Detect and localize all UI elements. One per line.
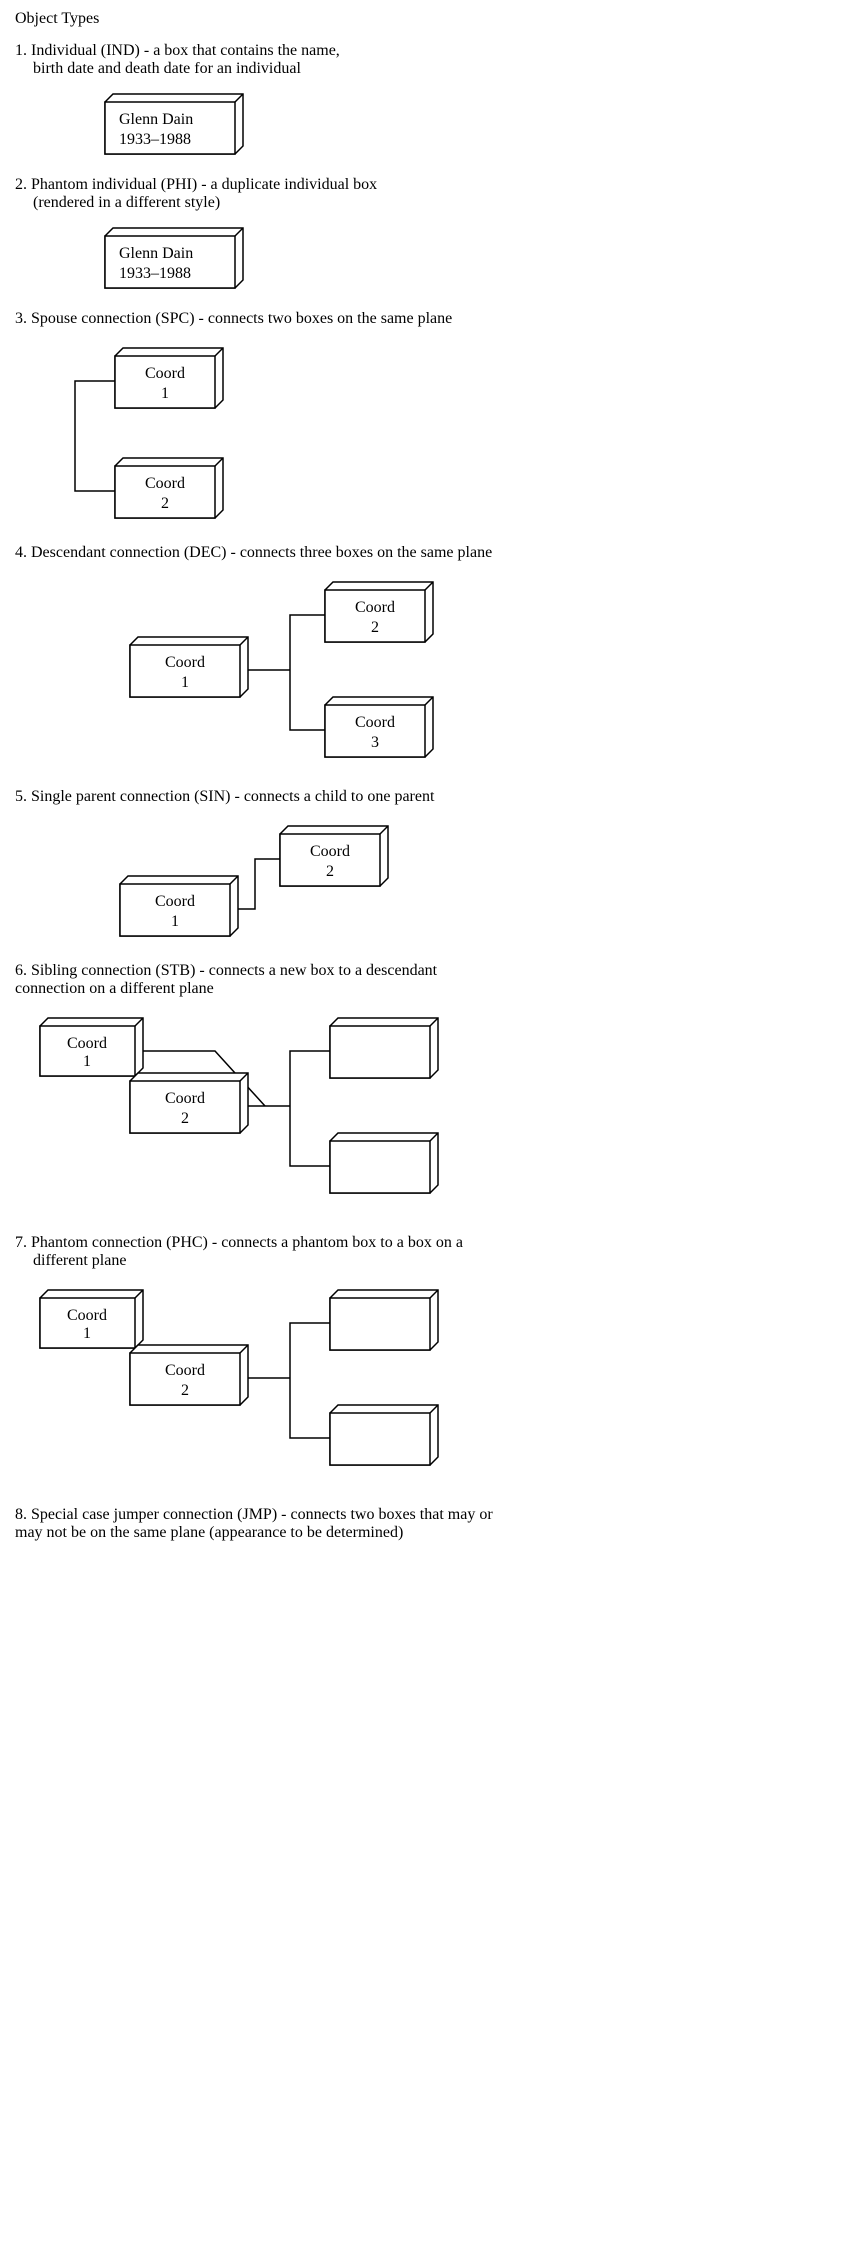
box2-l2: 2	[161, 495, 169, 512]
item-3-line1: Spouse connection (SPC) - connects two b…	[31, 310, 452, 327]
item-2: 2. Phantom individual (PHI) - a duplicat…	[15, 176, 844, 302]
item-8-line1: Special case jumper connection (JMP) - c…	[31, 1506, 493, 1523]
box1-l1: Coord	[67, 1307, 107, 1324]
item-6-num: 6.	[15, 962, 27, 979]
item-2-line2: (rendered in a different style)	[15, 194, 220, 211]
box2-l1: Coord	[145, 475, 185, 492]
box1-l2: 1	[171, 913, 179, 930]
item-5-line1: Single parent connection (SIN) - connect…	[31, 788, 434, 805]
box2-l2: 2	[371, 619, 379, 636]
box3-l1: Coord	[355, 714, 395, 731]
box1-l2: 1	[161, 385, 169, 402]
item-3: 3. Spouse connection (SPC) - connects tw…	[15, 310, 844, 536]
item-6-line2: connection on a different plane	[15, 980, 214, 997]
box3-l2: 3	[371, 734, 379, 751]
box1-l1: Coord	[67, 1035, 107, 1052]
item-5-text: 5. Single parent connection (SIN) - conn…	[15, 788, 844, 806]
item-3-diagram: Coord 1 Coord 2	[15, 336, 844, 536]
item-8: 8. Special case jumper connection (JMP) …	[15, 1506, 844, 1542]
item-7: 7. Phantom connection (PHC) - connects a…	[15, 1234, 844, 1498]
item-5-diagram: Coord 1 Coord 2	[15, 814, 844, 954]
item-5: 5. Single parent connection (SIN) - conn…	[15, 788, 844, 954]
box1-l1: Coord	[165, 654, 205, 671]
item-8-num: 8.	[15, 1506, 27, 1523]
item-1-text: 1. Individual (IND) - a box that contain…	[15, 42, 844, 78]
box2-l1: Coord	[165, 1362, 205, 1379]
box-line2: 1933–1988	[119, 265, 191, 282]
item-1: 1. Individual (IND) - a box that contain…	[15, 42, 844, 168]
page-heading: Object Types	[15, 10, 844, 28]
box1-l2: 1	[83, 1325, 91, 1342]
box1-l1: Coord	[155, 893, 195, 910]
item-7-text: 7. Phantom connection (PHC) - connects a…	[15, 1234, 844, 1270]
item-8-text: 8. Special case jumper connection (JMP) …	[15, 1506, 844, 1542]
item-6-text: 6. Sibling connection (STB) - connects a…	[15, 962, 844, 998]
item-4-diagram: Coord 1 Coord 2 Coord 3	[15, 570, 844, 780]
item-2-num: 2.	[15, 176, 27, 193]
item-1-line1: Individual (IND) - a box that contains t…	[31, 42, 340, 59]
item-7-num: 7.	[15, 1234, 27, 1251]
item-3-num: 3.	[15, 310, 27, 327]
item-6-diagram: Coord 1 Coord 2	[15, 1006, 844, 1226]
box2-l2: 2	[181, 1382, 189, 1399]
item-2-diagram: Glenn Dain 1933–1988	[15, 220, 844, 302]
item-4-text: 4. Descendant connection (DEC) - connect…	[15, 544, 844, 562]
box2-l1: Coord	[165, 1090, 205, 1107]
item-5-num: 5.	[15, 788, 27, 805]
item-4-line1: Descendant connection (DEC) - connects t…	[31, 544, 492, 561]
item-3-text: 3. Spouse connection (SPC) - connects tw…	[15, 310, 844, 328]
box-line1: Glenn Dain	[119, 245, 193, 262]
item-1-diagram: Glenn Dain 1933–1988	[15, 86, 844, 168]
item-4: 4. Descendant connection (DEC) - connect…	[15, 544, 844, 780]
box-line1: Glenn Dain	[119, 111, 193, 128]
box2-l2: 2	[326, 863, 334, 880]
item-8-line2: may not be on the same plane (appearance…	[15, 1524, 403, 1541]
box-line2: 1933–1988	[119, 131, 191, 148]
box1-l1: Coord	[145, 365, 185, 382]
item-6-line1: Sibling connection (STB) - connects a ne…	[31, 962, 437, 979]
item-1-line2: birth date and death date for an individ…	[15, 60, 301, 77]
item-6: 6. Sibling connection (STB) - connects a…	[15, 962, 844, 1226]
item-7-line1: Phantom connection (PHC) - connects a ph…	[31, 1234, 463, 1251]
item-7-diagram: Coord 1 Coord 2	[15, 1278, 844, 1498]
box2-l1: Coord	[310, 843, 350, 860]
item-2-line1: Phantom individual (PHI) - a duplicate i…	[31, 176, 377, 193]
box2-l2: 2	[181, 1110, 189, 1127]
box1-l2: 1	[83, 1053, 91, 1070]
item-7-line2: different plane	[15, 1252, 126, 1269]
item-4-num: 4.	[15, 544, 27, 561]
box1-l2: 1	[181, 674, 189, 691]
item-2-text: 2. Phantom individual (PHI) - a duplicat…	[15, 176, 844, 212]
item-1-num: 1.	[15, 42, 27, 59]
box2-l1: Coord	[355, 599, 395, 616]
